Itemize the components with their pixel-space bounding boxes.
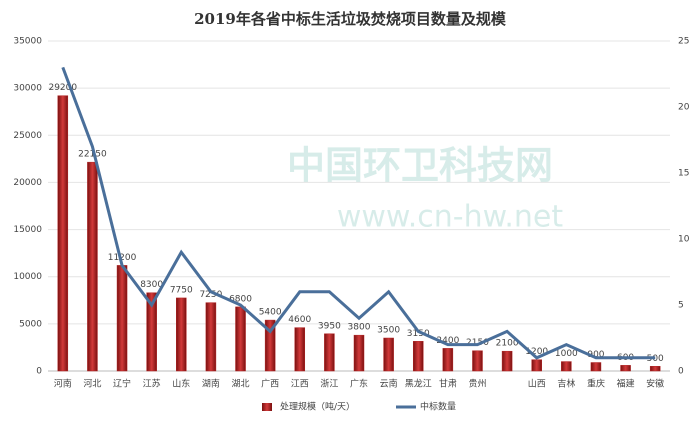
bar (649, 366, 661, 372)
data-label: 500 (647, 354, 664, 364)
bar (146, 292, 157, 372)
bar (590, 362, 602, 372)
x-tick-label: 江西 (291, 379, 309, 390)
bar (531, 359, 542, 372)
x-tick-label: 山东 (172, 378, 190, 390)
y-tick-label: 0 (36, 367, 42, 377)
data-label: 3500 (377, 326, 400, 336)
bar (561, 361, 572, 372)
x-tick-label: 广西 (261, 378, 279, 390)
y-tick-label: 10000 (13, 272, 42, 282)
bar (620, 365, 631, 372)
chart-title: 2019年各省中标生活垃圾焚烧项目数量及规模 (194, 10, 507, 28)
data-label: 7750 (170, 285, 193, 295)
data-label: 29200 (48, 83, 77, 93)
x-tick-label: 浙江 (320, 378, 338, 390)
bar (116, 265, 128, 372)
data-label: 3800 (348, 323, 371, 333)
bar (383, 337, 394, 372)
bar (294, 327, 306, 372)
x-tick-label: 山西 (528, 379, 546, 390)
data-label: 3150 (407, 329, 430, 339)
y2-tick-label: 5 (678, 301, 684, 311)
y-tick-label: 35000 (13, 37, 42, 47)
bar (353, 334, 365, 372)
bar (205, 302, 217, 372)
bar (412, 341, 424, 372)
data-label: 7250 (199, 290, 222, 300)
x-tick-label: 黑龙江 (405, 378, 432, 390)
x-tick-label: 安徽 (646, 378, 664, 390)
bar (87, 161, 98, 372)
data-label: 5400 (259, 308, 282, 318)
bar (235, 306, 246, 372)
x-tick-label: 河南 (54, 378, 72, 390)
watermark: www.cn-hw.net (337, 200, 564, 235)
y2-tick-label: 0 (678, 367, 684, 377)
data-label: 1200 (525, 347, 548, 357)
bar (57, 95, 69, 372)
y-tick-label: 20000 (13, 178, 42, 188)
x-tick-label: 湖北 (232, 379, 250, 390)
x-tick-label: 重庆 (587, 378, 605, 390)
bar (324, 333, 335, 372)
data-label: 1000 (555, 349, 578, 359)
line (61, 66, 656, 360)
y-tick-label: 25000 (13, 131, 42, 141)
x-tick-label: 江苏 (143, 378, 161, 390)
y-tick-label: 15000 (13, 225, 42, 235)
data-label: 900 (587, 350, 604, 360)
x-tick-label: 河北 (83, 378, 101, 390)
x-tick-label: 辽宁 (113, 378, 131, 390)
watermark: 中国环卫科技网 (287, 144, 553, 188)
data-label: 6800 (229, 294, 252, 304)
legend-swatch (262, 403, 272, 411)
x-tick-label: 湖南 (202, 378, 220, 390)
data-label: 2100 (496, 339, 519, 349)
x-tick-label: 贵州 (468, 378, 486, 390)
y2-tick-label: 25 (678, 37, 689, 47)
y-tick-label: 5000 (19, 319, 42, 329)
bar (442, 348, 454, 372)
bar (264, 319, 276, 372)
x-tick-label: 福建 (617, 378, 635, 390)
bar (501, 350, 513, 372)
data-label: 8300 (140, 280, 163, 290)
bar (176, 297, 187, 372)
data-label: 4600 (288, 315, 311, 325)
x-tick-label: 吉林 (557, 378, 575, 390)
y2-tick-label: 20 (678, 103, 690, 113)
x-tick-label: 广东 (350, 378, 368, 390)
x-tick-label: 甘肃 (439, 378, 457, 390)
data-label: 2400 (436, 336, 459, 346)
x-tick-label: 云南 (380, 378, 398, 390)
data-label: 11200 (108, 253, 137, 263)
data-label: 22150 (78, 150, 107, 160)
legend-label: 处理规模（吨/天） (280, 401, 355, 413)
legend-label: 中标数量 (420, 401, 456, 413)
data-label: 3950 (318, 321, 341, 331)
y2-tick-label: 15 (678, 169, 689, 179)
y2-tick-label: 10 (678, 235, 690, 245)
bar (472, 350, 483, 372)
y-tick-label: 30000 (13, 84, 42, 94)
